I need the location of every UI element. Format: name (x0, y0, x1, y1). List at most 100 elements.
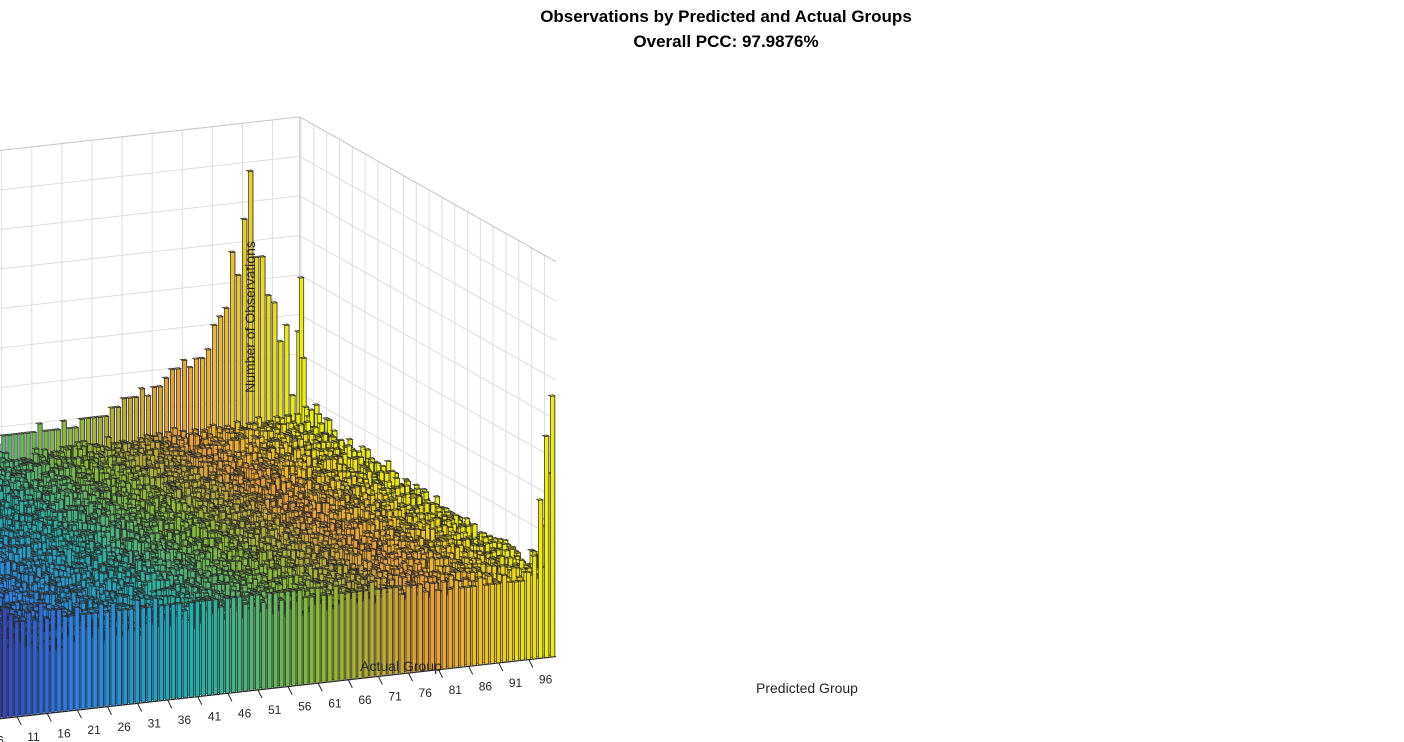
bar-top-face (84, 417, 90, 419)
bar-top-face (166, 455, 172, 457)
bar-top-face (162, 458, 168, 460)
bar-top-face (132, 396, 138, 398)
bar-top-face (205, 448, 211, 450)
bar-top-face (252, 463, 258, 465)
bar-top-face (283, 324, 289, 326)
bar-top-face (403, 478, 409, 480)
bar-top-face (331, 458, 337, 460)
bar-top-face (367, 462, 373, 464)
bar-top-face (356, 451, 362, 453)
bar-top-face (315, 436, 321, 438)
bar-top-face (295, 449, 301, 451)
bar-top-face (193, 445, 199, 447)
bar-top-face (169, 368, 175, 370)
bar-top-face (95, 446, 101, 448)
bar-top-face (222, 452, 228, 454)
bar-top-face (336, 471, 342, 473)
bar-top-face (260, 442, 266, 444)
bar-top-face (201, 429, 207, 431)
bar-top-face (156, 433, 162, 435)
bar-top-face (146, 449, 152, 451)
bar-top-face (48, 429, 54, 431)
bar-top-face (264, 460, 270, 462)
bar-top-face (359, 464, 365, 466)
bar-top-face (225, 450, 231, 452)
bar-top-face (252, 460, 258, 462)
bar-top-face (168, 446, 174, 448)
bar-top-face (361, 466, 367, 468)
bar-top-face (248, 422, 254, 424)
bar-top-face (338, 439, 344, 441)
bar-top-face (312, 427, 318, 429)
bar-top-face (366, 470, 372, 472)
bar-top-face (42, 430, 48, 432)
bar-top-face (241, 218, 247, 220)
bar-top-face (262, 457, 268, 459)
bar-top-face (206, 433, 212, 435)
bar-top-face (298, 277, 304, 279)
bar-top-face (271, 468, 277, 470)
bar-top-face (284, 433, 290, 435)
bar-top-face (187, 433, 193, 435)
bar-top-face (364, 449, 370, 451)
bar-top-face (326, 450, 332, 452)
bar-top-face (162, 443, 168, 445)
bar-top-face (223, 444, 229, 446)
bar-top-face (234, 421, 240, 423)
bar-top-face (105, 436, 111, 438)
bar-top-face (229, 432, 235, 434)
bar-top-face (333, 448, 339, 450)
bar-top-face (124, 452, 130, 454)
bar-top-face (179, 446, 185, 448)
bar-top-face (302, 433, 308, 435)
bar-top-face (318, 423, 324, 425)
bar-top-face (242, 462, 248, 464)
bar-top-face (320, 455, 326, 457)
bar-top-face (219, 440, 225, 442)
bar-top-face (137, 453, 143, 455)
bar-top-face (341, 453, 347, 455)
bar-top-face (186, 453, 192, 455)
bar-top-face (240, 451, 246, 453)
bar-top-face (206, 457, 212, 459)
bar-top-face (189, 455, 195, 457)
bar-top-face (165, 431, 171, 433)
bar-top-face (259, 256, 265, 258)
bar-top-face (179, 459, 185, 461)
bar-top-face (336, 463, 342, 465)
bar-top-face (114, 406, 120, 408)
bar-top-face (247, 170, 253, 172)
bar-top-face (265, 294, 271, 296)
bar-top-face (278, 447, 284, 449)
bar-top-face (178, 450, 184, 452)
bar-top-face (187, 366, 193, 368)
bar-top-face (210, 424, 216, 426)
bar-top-face (300, 462, 306, 464)
bar-top-face (304, 441, 310, 443)
bar-top-face (287, 422, 293, 424)
bar-top-face (172, 443, 178, 445)
bar-top-face (106, 449, 112, 451)
bar-top-face (383, 472, 389, 474)
bar-top-face (200, 431, 206, 433)
bar-top-face (251, 424, 257, 426)
bar-top-face (318, 450, 324, 452)
bar-top-face (304, 449, 310, 451)
bar-top-face (86, 444, 92, 446)
bar-top-face (267, 420, 273, 422)
bar-top-face (259, 427, 265, 429)
bar-top-face (224, 425, 230, 427)
bar-top-face (280, 423, 286, 425)
bar-top-face (162, 437, 168, 439)
bar-top-face (51, 451, 57, 453)
bar-top-face (305, 444, 311, 446)
bar-top-face (300, 357, 306, 359)
bar-top-face (138, 438, 144, 440)
bar-top-face (298, 446, 304, 448)
bar-top-face (62, 446, 68, 448)
bar-top-face (97, 451, 103, 453)
bar-top-face (283, 460, 289, 462)
bar-top-face (282, 442, 288, 444)
chart-subtitle: Overall PCC: 97.9876% (633, 32, 818, 51)
bar-top-face (185, 462, 191, 464)
